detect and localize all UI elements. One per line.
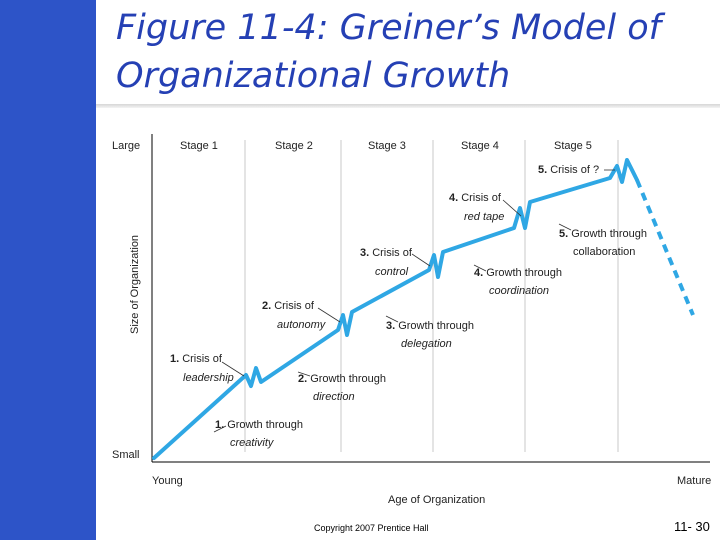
x-right-label: Mature [677,475,711,487]
growth-2-number: 2. [298,373,307,385]
growth-pointer-1 [213,425,227,433]
stage-label-4: Stage 4 [461,140,499,152]
copyright-footer: Copyright 2007 Prentice Hall [314,523,429,533]
growth-1-label: 1. Growth through [215,419,303,431]
growth-5-detail: collaboration [573,246,635,258]
crisis-4-label: 4. Crisis of [449,192,502,204]
stage-label-3: Stage 3 [368,140,406,152]
crisis-4-line1: Crisis of [461,192,502,204]
slide-title: Figure 11-4: Greiner’s Model of Organiza… [116,4,716,100]
crisis-4-number: 4. [449,192,458,204]
growth-1-line1: Growth through [227,419,303,431]
crisis-pointer-1 [221,361,245,377]
growth-5-line1: Growth through [571,228,647,240]
title-divider [96,104,720,108]
growth-5-label: 5. Growth through [559,228,647,240]
crisis-3-label: 3. Crisis of [360,247,413,259]
crisis-3-detail: control [375,266,409,278]
growth-3-number: 3. [386,320,395,332]
growth-3-line1: Growth through [398,320,474,332]
slide-sidebar-bar [0,0,96,540]
crisis-5-label: 5. Crisis of ? [538,164,599,176]
stage-label-1: Stage 1 [180,140,218,152]
growth-5-number: 5. [559,228,568,240]
crisis-2-line1: Crisis of [274,300,315,312]
y-top-label: Large [112,140,140,152]
growth-4-number: 4. [474,267,483,279]
growth-1-detail: creativity [230,437,275,449]
crisis-pointer-2 [317,307,341,323]
growth-pointer-2 [297,371,311,377]
growth-4-detail: coordination [489,285,549,297]
stage-label-2: Stage 2 [275,140,313,152]
crisis-3-line1: Crisis of [372,247,413,259]
title-line-1: Figure 11-4: Greiner’s Model of [116,8,661,48]
growth-2-line1: Growth through [310,373,386,385]
growth-4-label: 4. Growth through [474,267,562,279]
stage-dividers [244,140,619,452]
crisis-pointer-4 [502,199,522,217]
growth-curve [152,158,639,460]
crisis-2-number: 2. [262,300,271,312]
growth-3-label: 3. Growth through [386,320,474,332]
y-axis-title: Size of Organization [129,235,141,334]
growth-4-line1: Growth through [486,267,562,279]
growth-2-label: 2. Growth through [298,373,386,385]
growth-3-detail: delegation [401,338,452,350]
crisis-5-line1: Crisis of ? [550,164,599,176]
crisis-4-detail: red tape [464,211,504,223]
crisis-2-label: 2. Crisis of [262,300,315,312]
crisis-1-detail: leadership [183,372,234,384]
crisis-1-label: 1. Crisis of [170,353,223,365]
growth-curve-decline [635,179,695,316]
greiner-growth-diagram: Large Small Young Mature Age of Organiza… [112,134,711,506]
stage-label-5: Stage 5 [554,140,592,152]
crisis-2-detail: autonomy [277,319,327,331]
slide-number: 11- 30 [674,519,710,534]
growth-pointer-5 [558,223,572,231]
crisis-3-number: 3. [360,247,369,259]
growth-1-number: 1. [215,419,224,431]
growth-2-detail: direction [313,391,355,403]
x-axis-title: Age of Organization [388,494,485,506]
x-left-label: Young [152,475,183,487]
title-line-2: Organizational Growth [116,56,511,96]
crisis-5-number: 5. [538,164,547,176]
crisis-1-number: 1. [170,353,179,365]
crisis-pointer-3 [411,253,431,267]
growth-pointer-3 [385,315,399,323]
crisis-1-line1: Crisis of [182,353,223,365]
growth-pointer-4 [473,264,487,272]
y-bottom-label: Small [112,449,140,461]
